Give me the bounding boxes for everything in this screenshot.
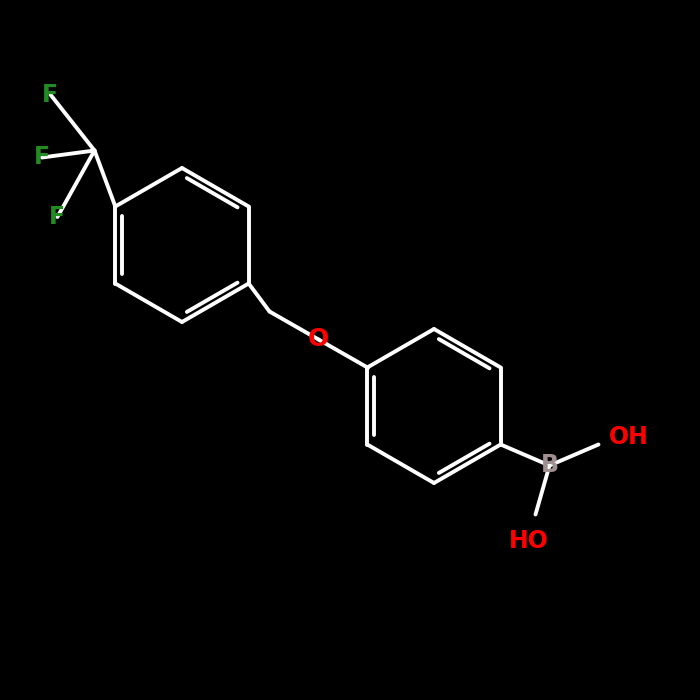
Text: OH: OH — [609, 426, 649, 449]
Text: F: F — [42, 83, 59, 106]
Text: F: F — [34, 146, 50, 169]
Text: F: F — [49, 205, 66, 229]
Text: HO: HO — [509, 528, 548, 552]
Text: O: O — [308, 328, 329, 351]
Text: B: B — [540, 454, 559, 477]
